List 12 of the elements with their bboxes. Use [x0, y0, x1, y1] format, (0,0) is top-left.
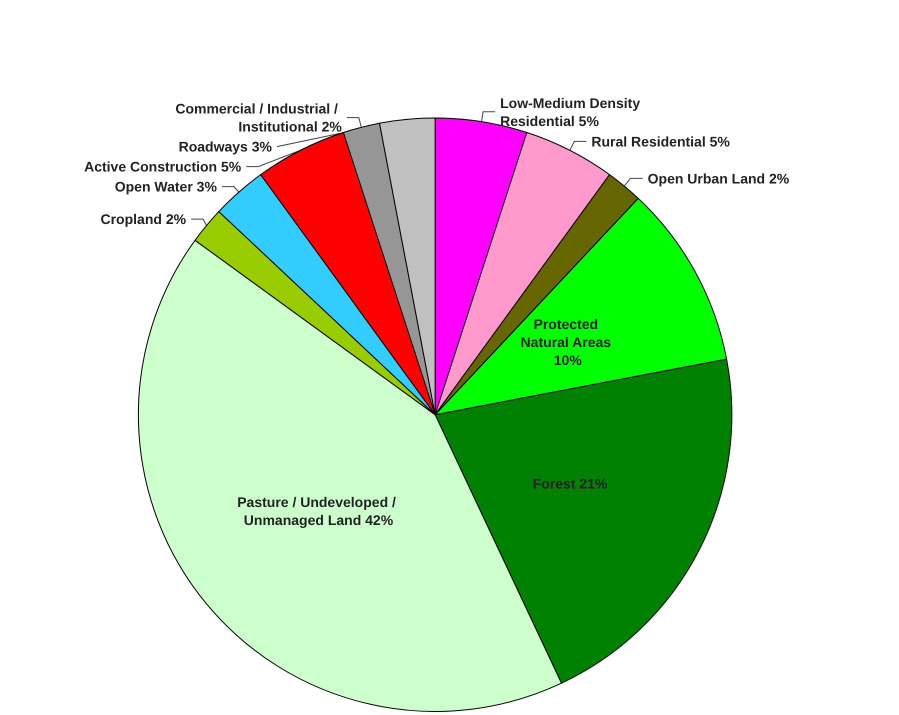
slice-label: Open Urban Land 2% — [648, 170, 790, 186]
slice-label: Protected Natural Areas — [520, 316, 615, 350]
slice-label: Commercial / Industrial / Institutional 2% — [175, 100, 342, 135]
data-label: 10% — [554, 352, 582, 368]
slice-label: Forest 21% — [532, 475, 608, 492]
slice-label: Active Construction 5% — [84, 158, 242, 175]
slice-label: Roadways 3% — [178, 138, 272, 155]
slice-label: Open Water 3% — [114, 178, 218, 195]
slice-label: Pasture / Undeveloped / Unmanaged Land 42% — [237, 494, 400, 528]
slice-label: Rural Residential 5% — [591, 133, 730, 150]
slice-label: Cropland 2% — [100, 211, 187, 228]
slice-label: Low-Medium Density Residential 5% — [500, 94, 644, 129]
